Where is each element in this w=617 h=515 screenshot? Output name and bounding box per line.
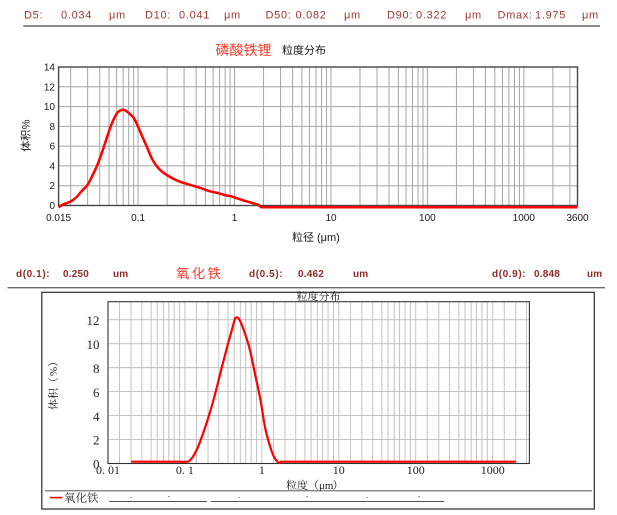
svg-text:3600: 3600 <box>566 213 589 224</box>
svg-text:μm: μm <box>582 10 599 22</box>
svg-text:0: 0 <box>93 457 100 472</box>
svg-text:0.015: 0.015 <box>46 213 71 224</box>
svg-text:10: 10 <box>44 102 56 113</box>
svg-text:12: 12 <box>44 82 56 93</box>
svg-text:μm: μm <box>109 10 126 22</box>
svg-text:0. 1: 0. 1 <box>176 463 194 477</box>
svg-text:0. 01: 0. 01 <box>96 463 120 477</box>
svg-text:μm: μm <box>224 10 241 22</box>
svg-text:100: 100 <box>419 213 436 224</box>
svg-text:2: 2 <box>49 181 55 192</box>
svg-text:d(0.9):: d(0.9): <box>492 269 526 280</box>
svg-text:0.1: 0.1 <box>131 213 145 224</box>
svg-text:1000: 1000 <box>513 213 536 224</box>
svg-text:d(0.1):: d(0.1): <box>16 269 50 280</box>
svg-text:4: 4 <box>49 161 55 172</box>
svg-text:1: 1 <box>259 463 265 477</box>
svg-text:0.082: 0.082 <box>296 10 327 22</box>
svg-text:D90:: D90: <box>387 10 413 22</box>
svg-text:10: 10 <box>333 463 345 477</box>
svg-text:1000: 1000 <box>481 463 505 477</box>
svg-text:μm: μm <box>465 10 482 22</box>
svg-text:10: 10 <box>87 337 100 352</box>
svg-text:um: um <box>587 269 602 280</box>
svg-text:%: % <box>48 367 60 376</box>
svg-text:μm: μm <box>344 10 361 22</box>
svg-text:0.041: 0.041 <box>179 10 210 22</box>
svg-text:μm: μm <box>319 480 334 492</box>
svg-text:d(0.5):: d(0.5): <box>249 269 283 280</box>
svg-text:D10:: D10: <box>145 10 171 22</box>
svg-text:14: 14 <box>44 63 56 74</box>
svg-text:6: 6 <box>49 142 55 153</box>
svg-text:100: 100 <box>407 463 425 477</box>
svg-text:um: um <box>113 269 128 280</box>
svg-text:10: 10 <box>325 213 337 224</box>
svg-text:0.034: 0.034 <box>61 10 92 22</box>
svg-text:0.848: 0.848 <box>534 269 560 280</box>
svg-text:(μm): (μm) <box>317 232 340 244</box>
svg-text:um: um <box>353 269 368 280</box>
svg-text:0: 0 <box>49 201 55 212</box>
svg-text:0.322: 0.322 <box>416 10 447 22</box>
svg-text:%: % <box>21 119 33 129</box>
svg-text:8: 8 <box>49 122 55 133</box>
svg-text:8: 8 <box>93 361 100 376</box>
svg-text:12: 12 <box>87 313 100 328</box>
svg-text:D5:: D5: <box>24 10 43 22</box>
svg-text:4: 4 <box>93 409 100 424</box>
svg-text:1: 1 <box>232 213 238 224</box>
svg-text:0.462: 0.462 <box>298 269 324 280</box>
svg-text:1.975: 1.975 <box>535 10 566 22</box>
svg-text:6: 6 <box>93 385 100 400</box>
svg-text:Dmax:: Dmax: <box>498 10 533 22</box>
svg-text:2: 2 <box>93 433 100 448</box>
svg-text:D50:: D50: <box>266 10 292 22</box>
svg-text:0.250: 0.250 <box>63 269 89 280</box>
